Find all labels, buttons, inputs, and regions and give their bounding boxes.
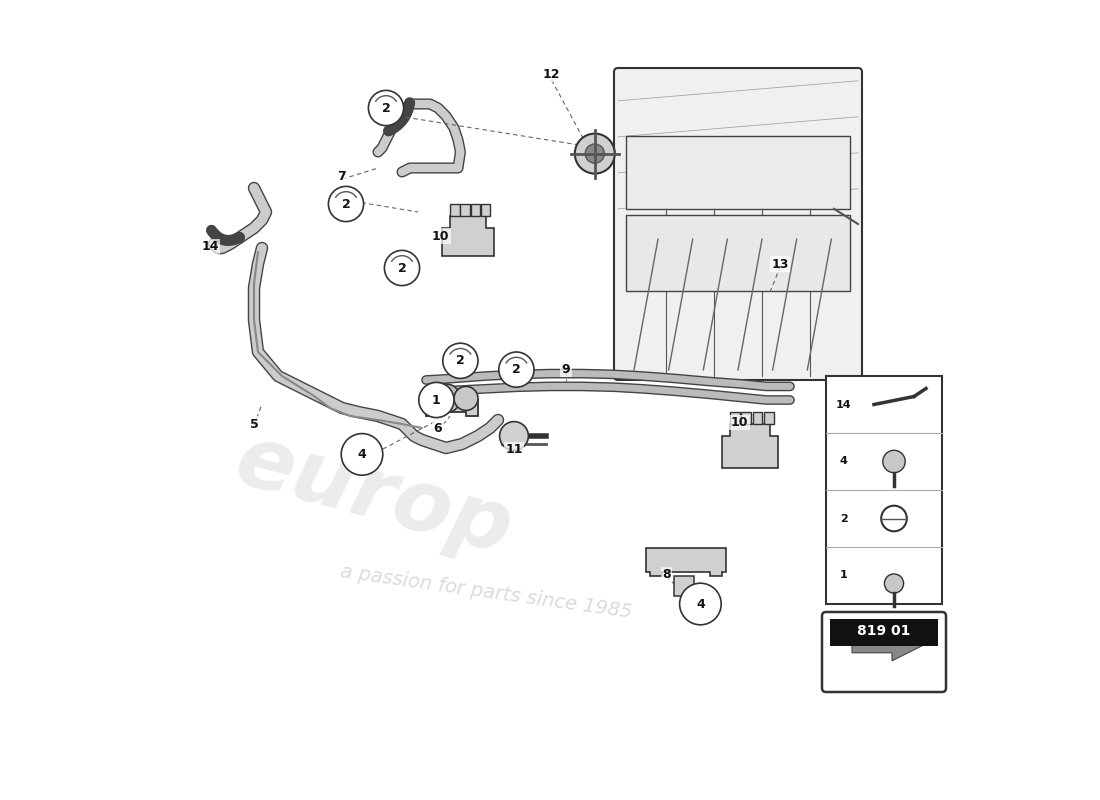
Text: 4: 4 xyxy=(696,598,705,610)
Polygon shape xyxy=(674,576,694,596)
Polygon shape xyxy=(450,204,460,216)
Circle shape xyxy=(883,450,905,473)
Text: 14: 14 xyxy=(201,240,219,253)
Polygon shape xyxy=(741,412,751,424)
Polygon shape xyxy=(764,412,774,424)
Text: a passion for parts since 1985: a passion for parts since 1985 xyxy=(339,562,634,622)
Bar xyxy=(830,619,938,646)
Circle shape xyxy=(329,186,364,222)
Text: 10: 10 xyxy=(730,416,748,429)
Circle shape xyxy=(419,382,454,418)
Text: 9: 9 xyxy=(562,363,570,376)
Polygon shape xyxy=(481,204,491,216)
Circle shape xyxy=(585,144,604,163)
Polygon shape xyxy=(442,216,494,256)
Text: 2: 2 xyxy=(342,198,351,210)
Circle shape xyxy=(680,583,722,625)
Text: 7: 7 xyxy=(338,170,346,182)
Text: 4: 4 xyxy=(358,448,366,461)
Text: 8: 8 xyxy=(662,568,671,581)
Circle shape xyxy=(575,134,615,174)
Polygon shape xyxy=(852,629,924,661)
Bar xyxy=(626,215,850,291)
Text: 6: 6 xyxy=(433,422,442,435)
Text: 2: 2 xyxy=(456,354,465,367)
Bar xyxy=(626,136,850,209)
Text: 12: 12 xyxy=(543,68,560,81)
Text: 4: 4 xyxy=(839,457,847,466)
Circle shape xyxy=(431,384,461,413)
Circle shape xyxy=(341,434,383,475)
Polygon shape xyxy=(426,400,478,416)
Bar xyxy=(826,376,942,604)
Circle shape xyxy=(498,352,534,387)
Text: 2: 2 xyxy=(382,102,390,114)
Text: 13: 13 xyxy=(772,258,789,270)
Text: 2: 2 xyxy=(512,363,520,376)
Circle shape xyxy=(443,343,478,378)
Circle shape xyxy=(454,386,478,410)
Polygon shape xyxy=(730,412,739,424)
FancyBboxPatch shape xyxy=(614,68,862,380)
Text: 819 01: 819 01 xyxy=(857,624,911,638)
Polygon shape xyxy=(752,412,762,424)
Text: 2: 2 xyxy=(839,514,847,523)
Text: 10: 10 xyxy=(431,230,449,242)
Polygon shape xyxy=(646,548,726,576)
Text: 1: 1 xyxy=(839,570,847,581)
FancyBboxPatch shape xyxy=(822,612,946,692)
Text: europ: europ xyxy=(227,419,521,573)
Circle shape xyxy=(884,574,903,593)
Polygon shape xyxy=(471,204,481,216)
Text: 2: 2 xyxy=(397,262,406,274)
Text: 5: 5 xyxy=(250,418,258,430)
Circle shape xyxy=(499,422,528,450)
Text: 1: 1 xyxy=(432,394,441,406)
Circle shape xyxy=(368,90,404,126)
Text: 14: 14 xyxy=(836,399,851,410)
Circle shape xyxy=(384,250,419,286)
Polygon shape xyxy=(460,204,470,216)
Polygon shape xyxy=(722,424,778,468)
Text: 11: 11 xyxy=(505,443,522,456)
